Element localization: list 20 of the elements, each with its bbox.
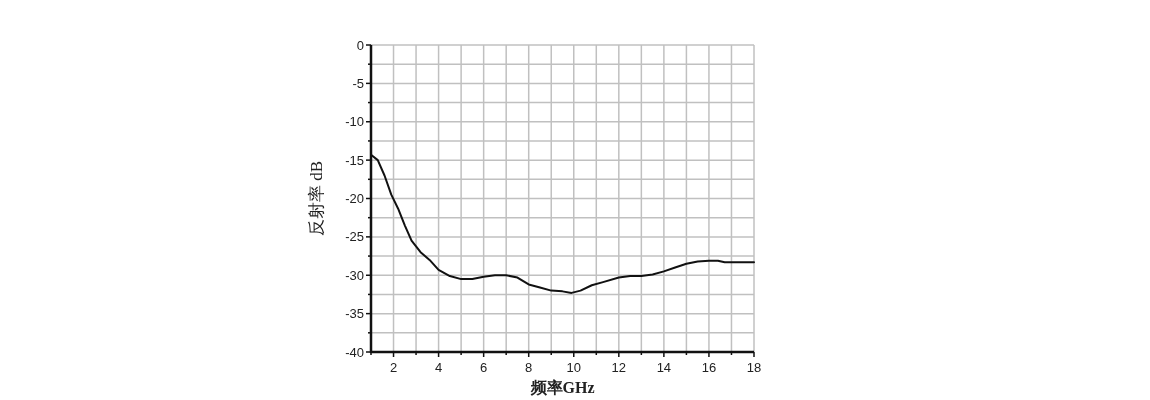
y-tick-label: -15	[345, 152, 364, 168]
y-tick-label: -10	[345, 114, 364, 130]
y-tick-label: -30	[345, 267, 364, 283]
x-tick-label: 12	[611, 360, 627, 375]
x-tick-label: 4	[434, 360, 443, 375]
x-tick-label: 6	[480, 360, 488, 375]
x-tick-label: 8	[525, 360, 533, 375]
x-tick-label: 2	[389, 360, 398, 375]
x-tick-label: 16	[701, 360, 717, 375]
x-tick-label: 18	[746, 360, 762, 375]
x-tick-label: 14	[656, 360, 672, 375]
y-axis-title: 反射率 dB	[307, 160, 326, 237]
x-tick-label: 10	[566, 360, 581, 375]
x-axis-title: 频率GHz	[529, 378, 595, 396]
y-tick-label: -20	[345, 191, 364, 206]
y-tick-label: -5	[352, 75, 364, 91]
y-tick-label: -40	[345, 344, 364, 360]
y-tick-label: -25	[345, 229, 364, 245]
y-tick-label: 0	[356, 37, 364, 53]
y-tick-label: -35	[345, 306, 364, 322]
